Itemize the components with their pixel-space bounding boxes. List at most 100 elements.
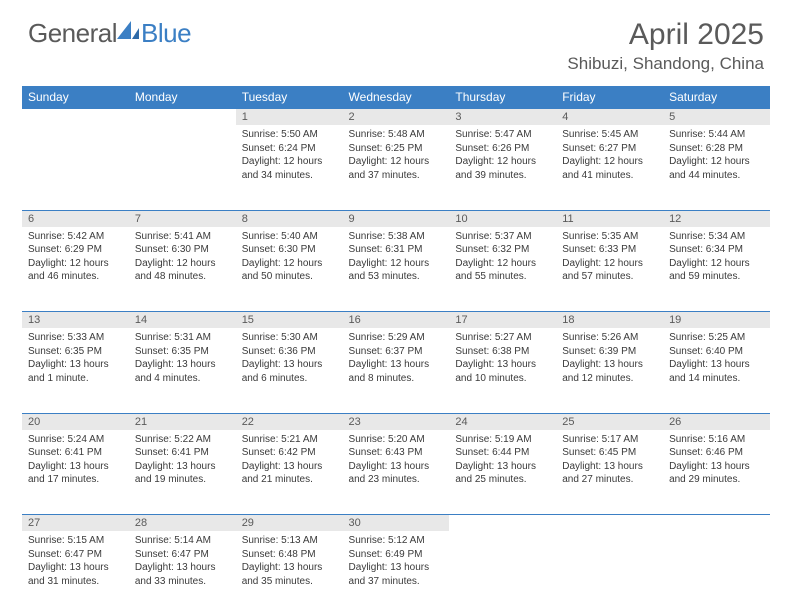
day-cell: Sunrise: 5:14 AMSunset: 6:47 PMDaylight:… [129,531,236,616]
daynum-cell: 6 [22,210,129,227]
sunrise-line: Sunrise: 5:22 AM [135,433,230,447]
daylight-line: Daylight: 13 hours and 27 minutes. [562,460,657,487]
sunrise-line: Sunrise: 5:21 AM [242,433,337,447]
day-cell-content: Sunrise: 5:30 AMSunset: 6:36 PMDaylight:… [236,328,343,391]
day-cell: Sunrise: 5:42 AMSunset: 6:29 PMDaylight:… [22,227,129,312]
day-cell-content: Sunrise: 5:40 AMSunset: 6:30 PMDaylight:… [236,227,343,290]
sunrise-line: Sunrise: 5:38 AM [349,230,444,244]
daynum-cell [22,109,129,126]
daynum-cell [449,515,556,532]
day-cell-content: Sunrise: 5:38 AMSunset: 6:31 PMDaylight:… [343,227,450,290]
weekday-header: Tuesday [236,86,343,109]
daylight-line: Daylight: 12 hours and 46 minutes. [28,257,123,284]
day-cell-content: Sunrise: 5:17 AMSunset: 6:45 PMDaylight:… [556,430,663,493]
sunset-line: Sunset: 6:47 PM [28,548,123,562]
day-cell: Sunrise: 5:27 AMSunset: 6:38 PMDaylight:… [449,328,556,413]
daylight-line: Daylight: 12 hours and 37 minutes. [349,155,444,182]
header: General Blue April 2025 Shibuzi, Shandon… [0,0,792,82]
daylight-line: Daylight: 12 hours and 41 minutes. [562,155,657,182]
day-cell-content: Sunrise: 5:34 AMSunset: 6:34 PMDaylight:… [663,227,770,290]
day-cell-content: Sunrise: 5:33 AMSunset: 6:35 PMDaylight:… [22,328,129,391]
day-cell-content: Sunrise: 5:27 AMSunset: 6:38 PMDaylight:… [449,328,556,391]
day-cell: Sunrise: 5:40 AMSunset: 6:30 PMDaylight:… [236,227,343,312]
weekday-header: Sunday [22,86,129,109]
daylight-line: Daylight: 13 hours and 10 minutes. [455,358,550,385]
sunrise-line: Sunrise: 5:40 AM [242,230,337,244]
daylight-line: Daylight: 12 hours and 44 minutes. [669,155,764,182]
sunrise-line: Sunrise: 5:29 AM [349,331,444,345]
sunrise-line: Sunrise: 5:19 AM [455,433,550,447]
sunset-line: Sunset: 6:37 PM [349,345,444,359]
day-cell-content: Sunrise: 5:48 AMSunset: 6:25 PMDaylight:… [343,125,450,188]
day-cell: Sunrise: 5:26 AMSunset: 6:39 PMDaylight:… [556,328,663,413]
day-cell: Sunrise: 5:41 AMSunset: 6:30 PMDaylight:… [129,227,236,312]
daylight-line: Daylight: 13 hours and 4 minutes. [135,358,230,385]
day-cell: Sunrise: 5:48 AMSunset: 6:25 PMDaylight:… [343,125,450,210]
daynum-cell [129,109,236,126]
weekday-header: Friday [556,86,663,109]
day-cell: Sunrise: 5:29 AMSunset: 6:37 PMDaylight:… [343,328,450,413]
day-cell-content: Sunrise: 5:21 AMSunset: 6:42 PMDaylight:… [236,430,343,493]
day-cell-content: Sunrise: 5:22 AMSunset: 6:41 PMDaylight:… [129,430,236,493]
daynum-cell: 18 [556,312,663,329]
day-cell: Sunrise: 5:13 AMSunset: 6:48 PMDaylight:… [236,531,343,616]
day-cell-content: Sunrise: 5:20 AMSunset: 6:43 PMDaylight:… [343,430,450,493]
sunrise-line: Sunrise: 5:15 AM [28,534,123,548]
daylight-line: Daylight: 13 hours and 6 minutes. [242,358,337,385]
sunset-line: Sunset: 6:31 PM [349,243,444,257]
daylight-line: Daylight: 12 hours and 59 minutes. [669,257,764,284]
daynum-row: 20212223242526 [22,413,770,430]
weekday-header-row: SundayMondayTuesdayWednesdayThursdayFrid… [22,86,770,109]
sunset-line: Sunset: 6:26 PM [455,142,550,156]
sunrise-line: Sunrise: 5:20 AM [349,433,444,447]
daylight-line: Daylight: 13 hours and 14 minutes. [669,358,764,385]
daynum-cell: 16 [343,312,450,329]
sunrise-line: Sunrise: 5:50 AM [242,128,337,142]
day-cell-content: Sunrise: 5:13 AMSunset: 6:48 PMDaylight:… [236,531,343,594]
day-cell-content: Sunrise: 5:35 AMSunset: 6:33 PMDaylight:… [556,227,663,290]
sunrise-line: Sunrise: 5:42 AM [28,230,123,244]
sunrise-line: Sunrise: 5:12 AM [349,534,444,548]
day-cell-content: Sunrise: 5:14 AMSunset: 6:47 PMDaylight:… [129,531,236,594]
day-cell-content: Sunrise: 5:42 AMSunset: 6:29 PMDaylight:… [22,227,129,290]
sunset-line: Sunset: 6:49 PM [349,548,444,562]
sunset-line: Sunset: 6:44 PM [455,446,550,460]
logo-text-general: General [28,18,117,49]
day-cell: Sunrise: 5:30 AMSunset: 6:36 PMDaylight:… [236,328,343,413]
sunset-line: Sunset: 6:35 PM [135,345,230,359]
daynum-cell: 24 [449,413,556,430]
daynum-cell: 22 [236,413,343,430]
sunset-line: Sunset: 6:41 PM [135,446,230,460]
sunset-line: Sunset: 6:33 PM [562,243,657,257]
sunrise-line: Sunrise: 5:48 AM [349,128,444,142]
daylight-line: Daylight: 12 hours and 48 minutes. [135,257,230,284]
daynum-cell: 21 [129,413,236,430]
sunset-line: Sunset: 6:47 PM [135,548,230,562]
daylight-line: Daylight: 13 hours and 12 minutes. [562,358,657,385]
daynum-cell: 20 [22,413,129,430]
daynum-cell: 15 [236,312,343,329]
day-cell-content: Sunrise: 5:24 AMSunset: 6:41 PMDaylight:… [22,430,129,493]
content-row: Sunrise: 5:33 AMSunset: 6:35 PMDaylight:… [22,328,770,413]
sunset-line: Sunset: 6:28 PM [669,142,764,156]
daynum-cell: 13 [22,312,129,329]
daylight-line: Daylight: 13 hours and 37 minutes. [349,561,444,588]
page-title: April 2025 [567,18,764,52]
sunset-line: Sunset: 6:25 PM [349,142,444,156]
daylight-line: Daylight: 12 hours and 39 minutes. [455,155,550,182]
content-row: Sunrise: 5:15 AMSunset: 6:47 PMDaylight:… [22,531,770,616]
daylight-line: Daylight: 12 hours and 34 minutes. [242,155,337,182]
daynum-cell: 12 [663,210,770,227]
daylight-line: Daylight: 13 hours and 25 minutes. [455,460,550,487]
day-cell-content: Sunrise: 5:25 AMSunset: 6:40 PMDaylight:… [663,328,770,391]
day-cell: Sunrise: 5:21 AMSunset: 6:42 PMDaylight:… [236,430,343,515]
logo-text-blue: Blue [141,18,191,49]
calendar-body: 12345Sunrise: 5:50 AMSunset: 6:24 PMDayl… [22,109,770,616]
daylight-line: Daylight: 12 hours and 53 minutes. [349,257,444,284]
daylight-line: Daylight: 13 hours and 1 minute. [28,358,123,385]
sunrise-line: Sunrise: 5:37 AM [455,230,550,244]
daynum-cell: 7 [129,210,236,227]
sunrise-line: Sunrise: 5:30 AM [242,331,337,345]
sunrise-line: Sunrise: 5:47 AM [455,128,550,142]
daynum-cell: 10 [449,210,556,227]
